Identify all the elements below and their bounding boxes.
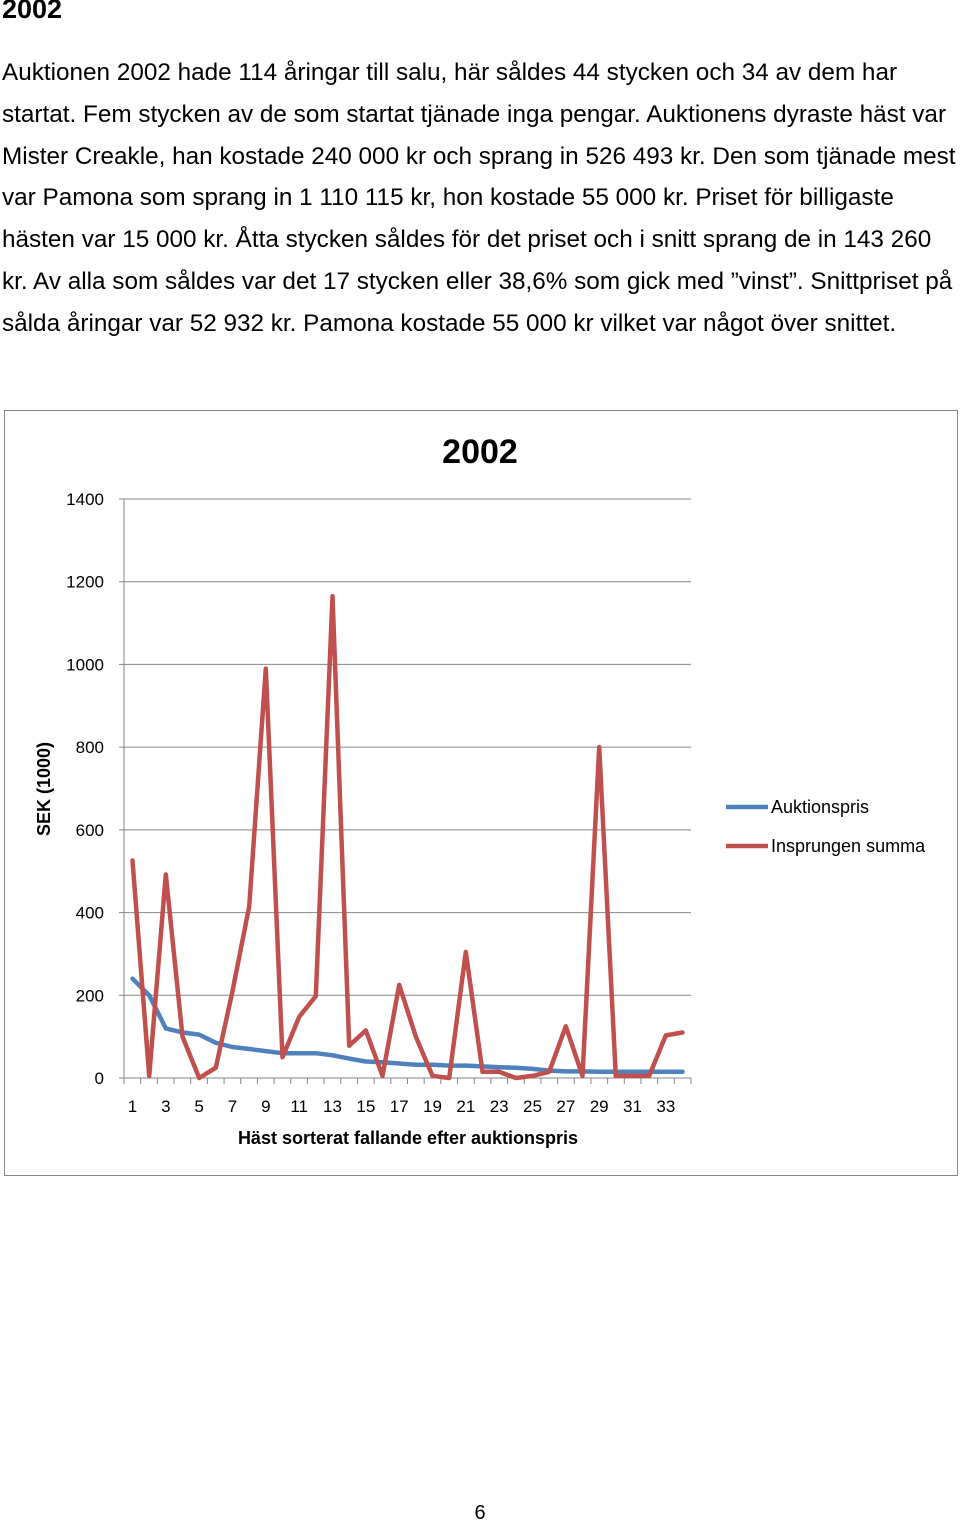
x-tick-label: 17 (390, 1097, 409, 1116)
series-line-insprungen-summa (130, 593, 685, 1081)
x-tick-label: 27 (556, 1097, 575, 1116)
x-tick-label: 31 (623, 1097, 642, 1116)
x-tick-label: 15 (356, 1097, 375, 1116)
y-tick-label: 1200 (66, 573, 104, 592)
y-tick-label: 600 (76, 821, 104, 840)
x-tick-label: 19 (423, 1097, 442, 1116)
x-tick-label: 21 (456, 1097, 475, 1116)
y-tick-label: 800 (76, 738, 104, 757)
chart-title: 2002 (442, 433, 518, 471)
x-tick-label: 33 (656, 1097, 675, 1116)
x-tick-label: 9 (261, 1097, 270, 1116)
x-tick-label: 5 (194, 1097, 203, 1116)
grid-lines (124, 498, 691, 996)
x-tick-label: 3 (161, 1097, 170, 1116)
y-tick-label: 1000 (66, 655, 104, 674)
x-tick-label: 29 (590, 1097, 609, 1116)
legend-label: Auktionspris (771, 797, 869, 817)
legend-label: Insprungen summa (771, 836, 926, 856)
x-tick-label: 13 (323, 1097, 342, 1116)
y-tick-label: 0 (95, 1069, 104, 1088)
x-tick-label: 1 (128, 1097, 137, 1116)
y-tick-label: 200 (76, 986, 104, 1005)
section-heading: 2002 (2, 0, 63, 24)
axes (119, 498, 692, 1084)
page-number: 6 (474, 1502, 486, 1524)
x-tick-label: 23 (490, 1097, 509, 1116)
y-axis-title: SEK (1000) (34, 742, 54, 836)
x-axis-title: Häst sorterat fallande efter auktionspri… (238, 1128, 578, 1148)
x-tick-label: 7 (228, 1097, 237, 1116)
series-line-auktionspris (130, 976, 685, 1075)
body-paragraph: Auktionen 2002 hade 114 åringar till sal… (2, 59, 956, 337)
y-tick-label: 400 (76, 904, 104, 923)
series-lines (130, 593, 685, 1081)
x-tick-label: 25 (523, 1097, 542, 1116)
x-tick-label: 11 (290, 1097, 308, 1116)
y-tick-label: 1400 (66, 490, 104, 509)
